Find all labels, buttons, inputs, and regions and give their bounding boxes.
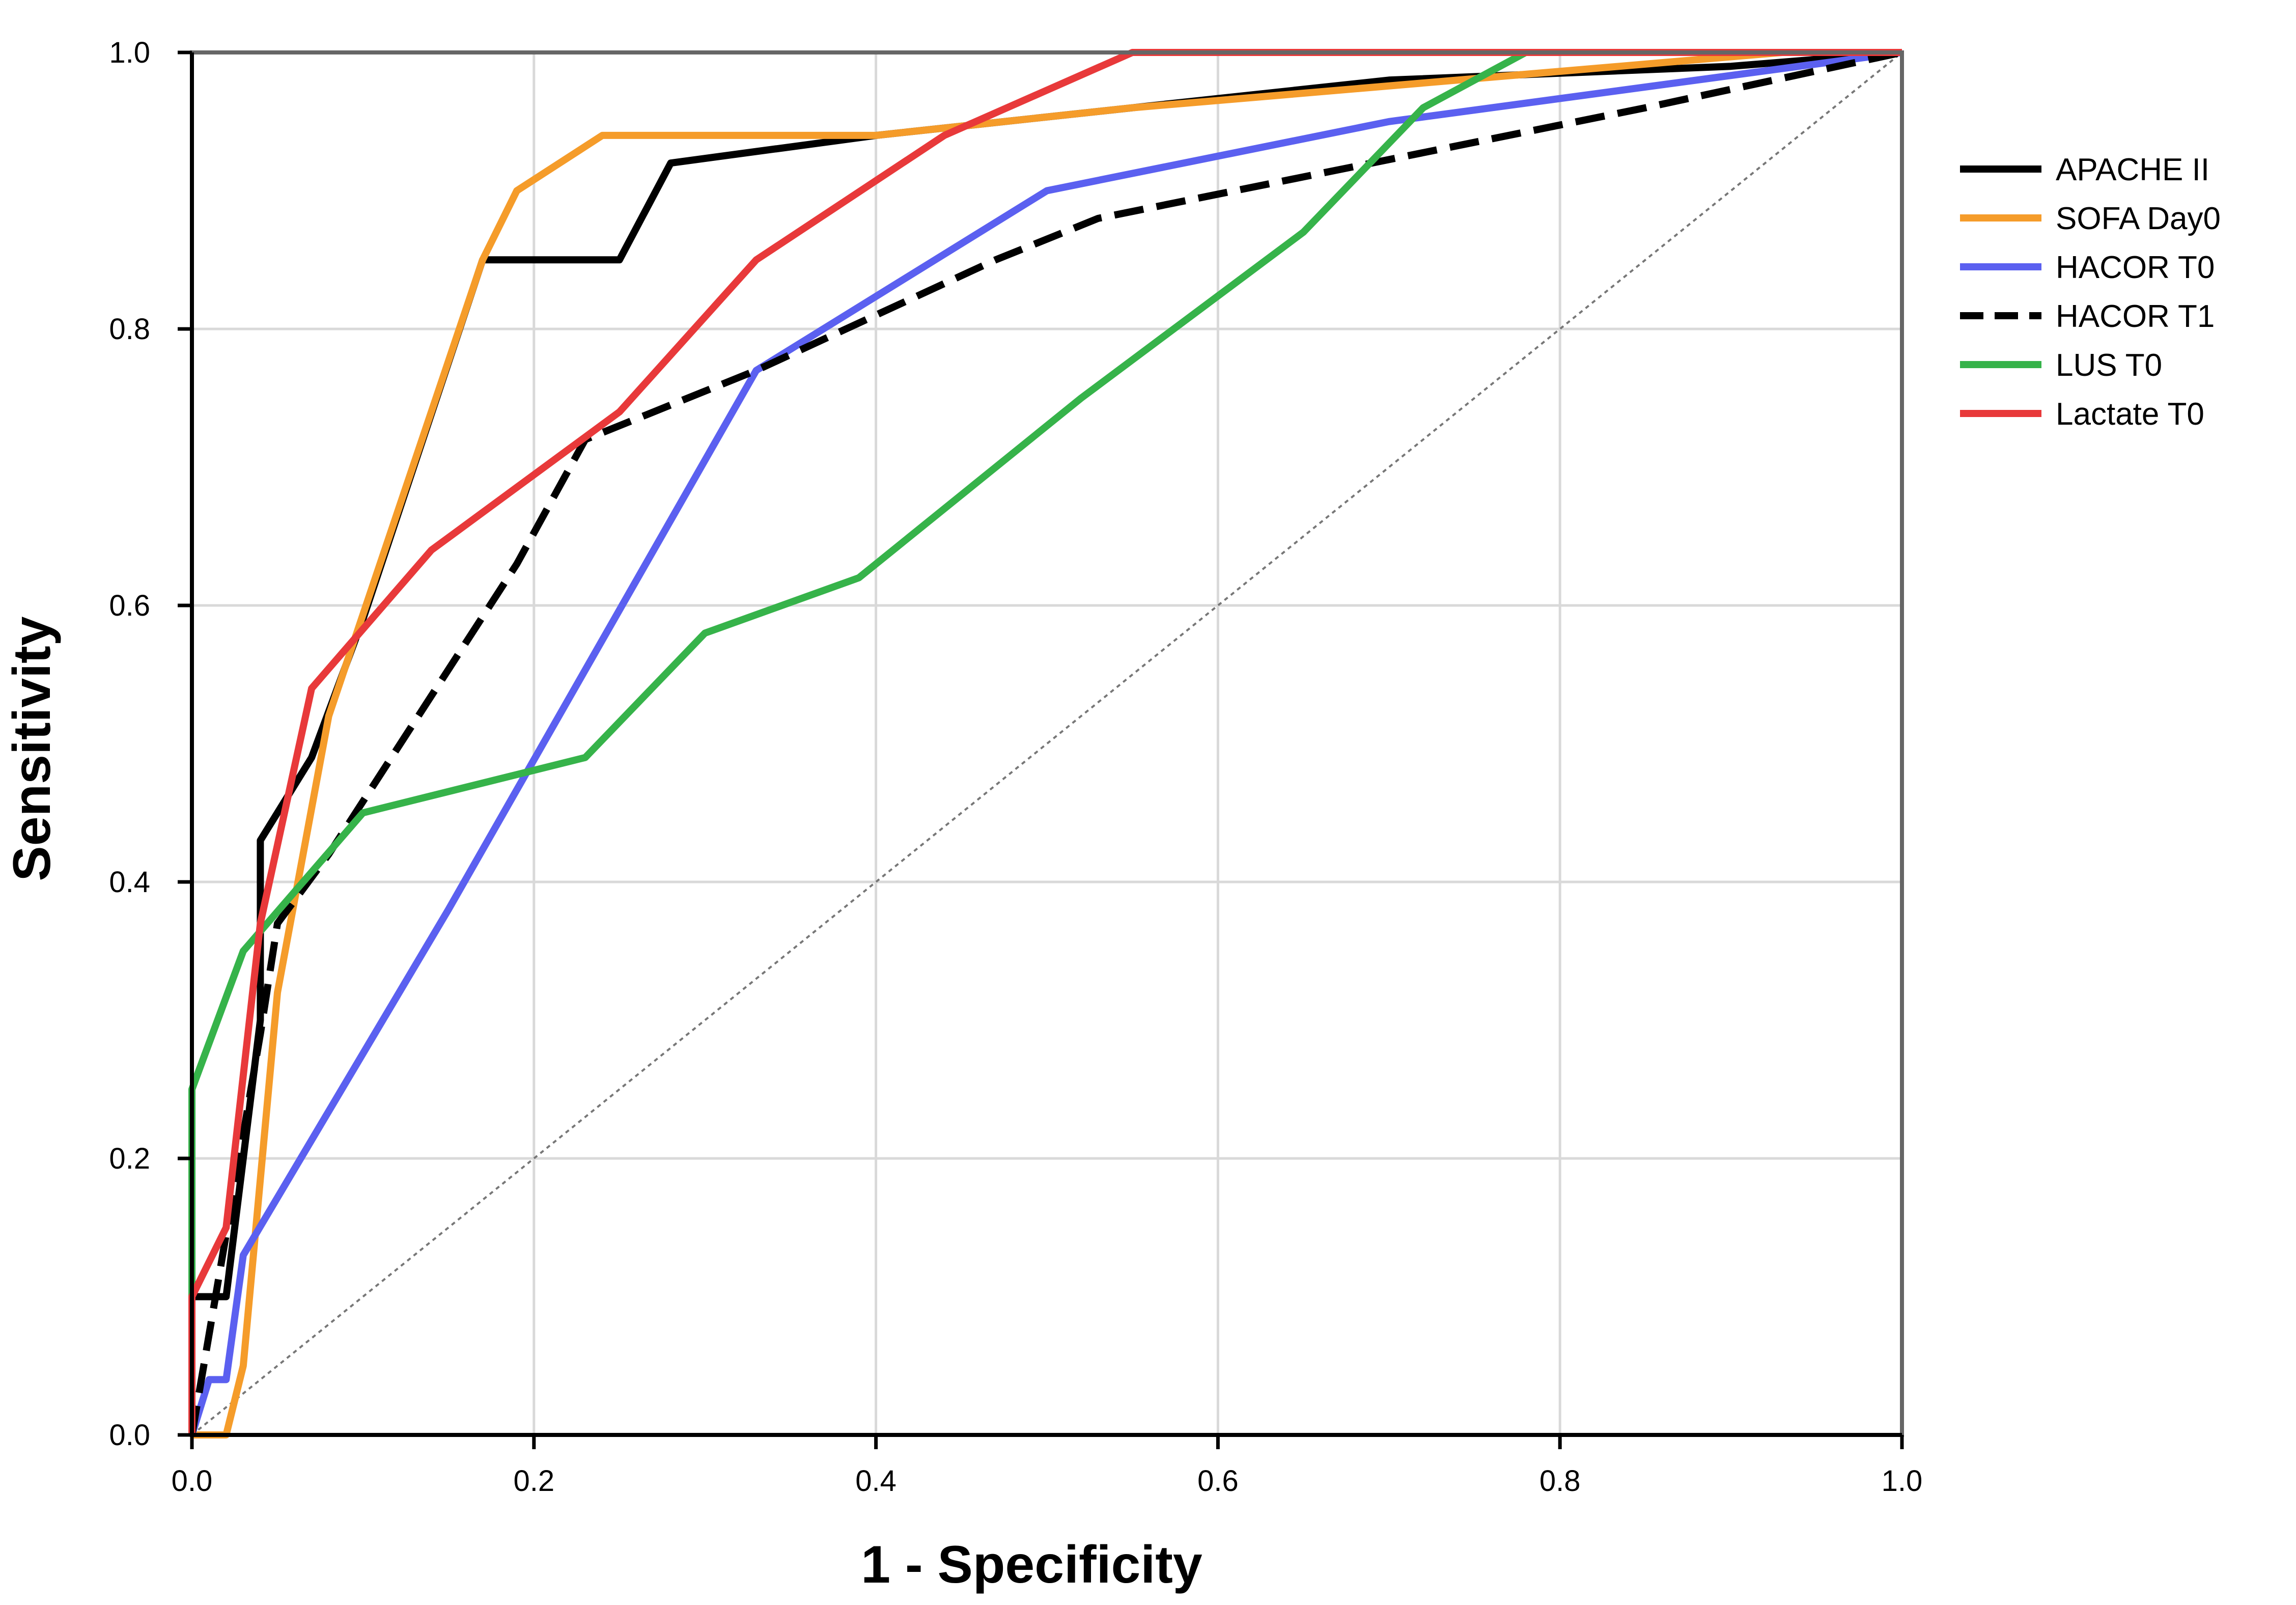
y-axis-title: Sensitivity <box>3 616 62 881</box>
x-tick-label: 0.8 <box>1539 1464 1581 1498</box>
legend-label: Lactate T0 <box>2056 397 2204 432</box>
legend-label: APACHE II <box>2056 152 2209 187</box>
x-tick-label: 1.0 <box>1882 1464 1923 1498</box>
series-line-sofa-day0 <box>192 49 1902 1438</box>
series-line-lus-t0 <box>188 49 1902 1435</box>
legend-label: LUS T0 <box>2056 348 2162 383</box>
series-group <box>188 49 1903 1438</box>
y-tick-label: 1.0 <box>109 36 150 69</box>
x-tick-label: 0.4 <box>855 1464 897 1498</box>
y-tick-label: 0.6 <box>109 589 150 622</box>
axes <box>178 50 1904 1449</box>
x-tick-label: 0.6 <box>1197 1464 1239 1498</box>
legend-label: HACOR T1 <box>2056 299 2215 334</box>
y-tick-label: 0.8 <box>109 313 150 346</box>
y-tick-label: 0.0 <box>109 1419 150 1452</box>
series-line-hacor-t0 <box>188 49 1902 1436</box>
x-axis-title: 1 - Specificity <box>861 1535 1202 1594</box>
series-line-lactate-t0 <box>188 49 1902 1435</box>
chance-reference-line <box>191 51 1903 1436</box>
y-tick-label: 0.4 <box>109 866 150 899</box>
y-tick-label: 0.2 <box>109 1142 150 1175</box>
x-tick-label: 0.2 <box>513 1464 554 1498</box>
legend-label: HACOR T0 <box>2056 250 2215 285</box>
legend-label: SOFA Day0 <box>2056 201 2221 236</box>
tick-labels: 0.0 0.2 0.4 0.6 0.8 1.0 0.0 0.2 0.4 0.6 0.8 1.0 <box>109 36 1922 1498</box>
x-tick-label: 0.0 <box>172 1464 213 1498</box>
legend: APACHE II SOFA Day0 HACOR T0 HACOR T1 LUS T0… <box>1960 152 2221 432</box>
